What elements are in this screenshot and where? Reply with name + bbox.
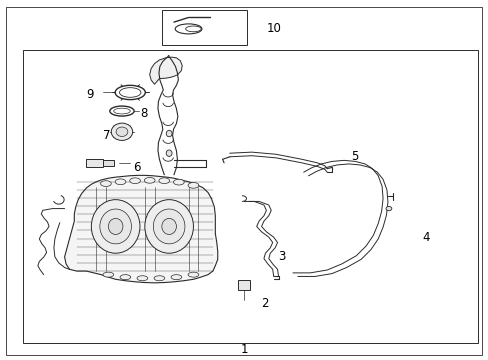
Text: 1: 1 xyxy=(240,343,248,356)
FancyBboxPatch shape xyxy=(102,160,114,166)
Ellipse shape xyxy=(101,181,111,186)
Ellipse shape xyxy=(108,219,122,234)
Ellipse shape xyxy=(129,178,140,184)
Text: 8: 8 xyxy=(140,107,147,120)
Ellipse shape xyxy=(162,219,176,234)
Ellipse shape xyxy=(188,183,199,188)
Ellipse shape xyxy=(116,127,127,136)
Text: 7: 7 xyxy=(103,129,111,142)
FancyBboxPatch shape xyxy=(237,280,250,291)
Polygon shape xyxy=(149,57,182,84)
Ellipse shape xyxy=(188,272,199,277)
Polygon shape xyxy=(64,175,217,283)
Ellipse shape xyxy=(166,150,172,157)
Ellipse shape xyxy=(91,200,140,253)
Text: 10: 10 xyxy=(266,22,281,35)
Ellipse shape xyxy=(173,179,184,185)
Ellipse shape xyxy=(171,275,182,280)
Ellipse shape xyxy=(144,177,155,183)
FancyBboxPatch shape xyxy=(86,158,102,167)
Text: 9: 9 xyxy=(86,88,94,101)
Ellipse shape xyxy=(159,178,169,184)
Text: 4: 4 xyxy=(421,231,428,244)
Circle shape xyxy=(385,206,391,211)
Ellipse shape xyxy=(111,123,132,140)
Text: 5: 5 xyxy=(351,150,358,163)
Ellipse shape xyxy=(137,276,147,281)
Ellipse shape xyxy=(144,200,193,253)
Ellipse shape xyxy=(103,272,114,277)
Text: 2: 2 xyxy=(261,297,268,310)
Ellipse shape xyxy=(120,275,130,280)
Ellipse shape xyxy=(166,130,172,137)
Text: 6: 6 xyxy=(132,161,140,174)
Ellipse shape xyxy=(154,276,164,281)
Ellipse shape xyxy=(100,209,131,244)
Ellipse shape xyxy=(153,209,184,244)
Text: 3: 3 xyxy=(278,250,285,263)
Ellipse shape xyxy=(115,179,125,185)
